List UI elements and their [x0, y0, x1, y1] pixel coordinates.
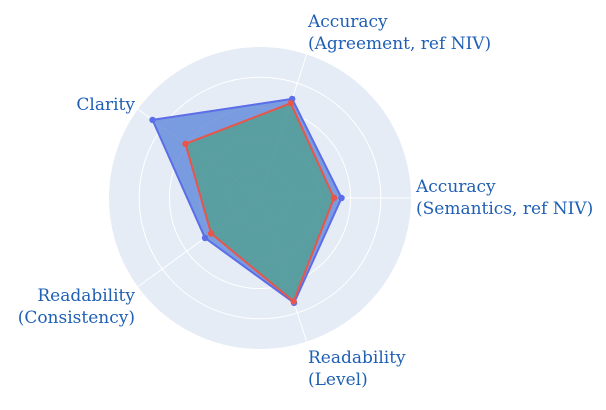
- axis-label: Accuracy (Semantics, ref NIV): [415, 177, 593, 219]
- series-2-point: [290, 298, 297, 305]
- axis-label: Clarity: [76, 95, 135, 115]
- axis-label-line: Accuracy: [307, 12, 388, 32]
- axis-label-line: (Semantics, ref NIV): [416, 199, 593, 219]
- series-1-point: [338, 194, 345, 202]
- axis-label-line: Readability: [37, 286, 135, 306]
- axis-label-layer: Accuracy (Semantics, ref NIV)Accuracy (Agr…: [18, 12, 594, 390]
- axis-label-line: Readability: [308, 348, 406, 368]
- series-2-area: [184, 102, 335, 303]
- axis-label: Readability (Level): [308, 348, 406, 390]
- axis-label-line: (Level): [308, 370, 368, 390]
- axis-label-line: (Consistency): [18, 308, 135, 328]
- axis-label-line: Accuracy: [415, 177, 496, 197]
- series-1-point: [201, 234, 209, 242]
- series-2-point: [330, 194, 338, 202]
- series-2-point: [182, 140, 189, 148]
- axis-label: Readability (Consistency): [18, 286, 136, 328]
- series-1-point: [149, 116, 156, 124]
- axis-label-line: Clarity: [76, 95, 135, 115]
- series-2-point: [207, 230, 215, 237]
- axis-label: Accuracy (Agreement, ref NIV): [307, 12, 491, 54]
- axis-label-line: (Agreement, ref NIV): [308, 34, 491, 54]
- series-layer: [149, 95, 345, 307]
- series-2-point: [287, 100, 294, 107]
